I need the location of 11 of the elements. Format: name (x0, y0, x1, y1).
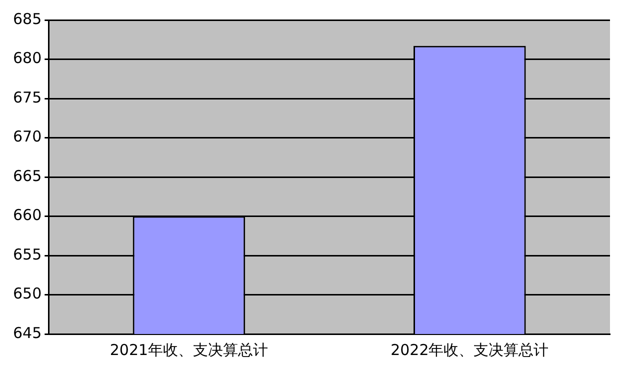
y-tick-label: 675 (12, 88, 42, 106)
y-tick-label: 655 (12, 245, 42, 264)
y-tick-label: 685 (12, 10, 42, 28)
y-tick-label: 670 (12, 128, 42, 146)
y-tick-label: 650 (12, 284, 42, 303)
y-tick-label: 660 (12, 206, 42, 224)
x-tick-label: 2021年收、支决算总计 (110, 340, 268, 359)
y-tick-label: 680 (12, 49, 42, 68)
x-tick-label: 2022年收、支决算总计 (390, 340, 549, 359)
y-tick-label: 645 (12, 324, 42, 342)
y-tick-label: 665 (12, 166, 42, 185)
